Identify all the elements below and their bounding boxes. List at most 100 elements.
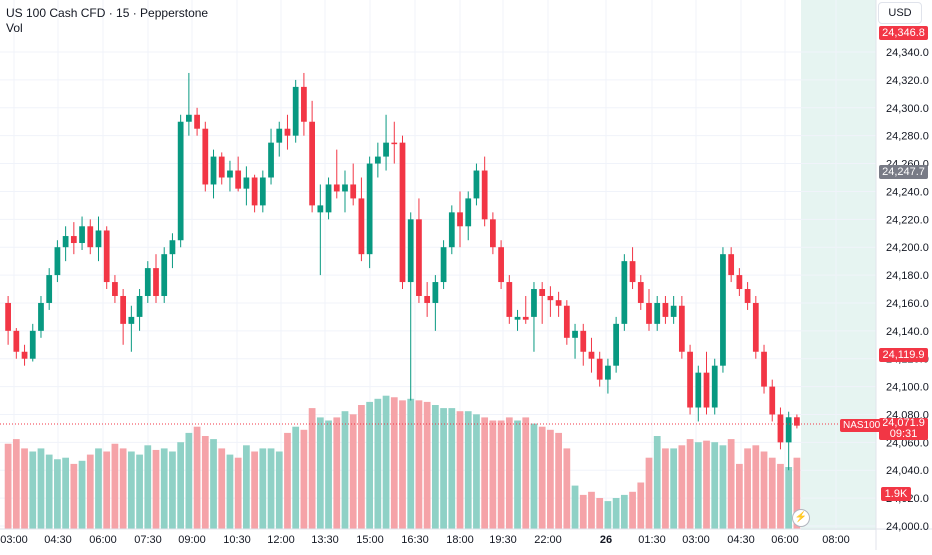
low-price-tag: 24,247.7 xyxy=(879,165,928,179)
candle-body xyxy=(506,282,513,317)
price-tick: 24,100.0 xyxy=(886,382,929,394)
candle-body xyxy=(678,305,685,352)
candle-body xyxy=(301,86,307,122)
price-tick: 24,180.0 xyxy=(886,270,929,282)
volume-bar xyxy=(399,400,406,529)
volume-bar xyxy=(119,448,127,529)
price-tick: 24,200.0 xyxy=(886,242,929,254)
volume-bar xyxy=(407,398,415,529)
legend: US 100 Cash CFD · 15 · Pepperstone Vol xyxy=(6,6,208,35)
volume-bar xyxy=(538,426,546,529)
candle-body xyxy=(144,268,151,296)
candle-body xyxy=(399,142,406,283)
volume-bar xyxy=(744,448,751,529)
candle-body xyxy=(736,275,743,290)
candle-body xyxy=(794,417,800,426)
volume-bars xyxy=(4,395,801,529)
volume-bar xyxy=(12,439,20,529)
candle-body xyxy=(177,121,184,241)
volume-bar xyxy=(563,448,571,529)
volume-bar xyxy=(530,423,538,529)
candle-body xyxy=(29,330,36,359)
time-tick: 01:30 xyxy=(638,534,666,546)
time-tick: 22:00 xyxy=(534,534,562,546)
volume-bar xyxy=(37,448,45,529)
candle-body xyxy=(654,302,661,324)
candles xyxy=(5,72,800,471)
price-axis-labels[interactable]: 24,340.024,320.024,300.024,280.024,260.0… xyxy=(886,47,929,533)
volume-bar xyxy=(275,451,283,529)
candle-body xyxy=(5,302,11,331)
volume-bar xyxy=(95,448,102,529)
candle-body xyxy=(342,184,348,192)
candle-body xyxy=(432,282,439,303)
volume-bar xyxy=(703,440,710,529)
volume-bar xyxy=(201,436,209,529)
volume-bar xyxy=(292,426,300,529)
volume-bar xyxy=(62,457,69,529)
volume-bar xyxy=(300,429,308,529)
volume-bar xyxy=(547,429,554,529)
lightning-icon[interactable]: ⚡ xyxy=(792,509,810,527)
volume-bar xyxy=(70,463,78,529)
candle-body xyxy=(752,302,759,352)
candle-body xyxy=(563,305,570,338)
time-tick: 06:00 xyxy=(771,534,799,546)
candle-body xyxy=(777,414,784,443)
volume-bar xyxy=(169,451,176,529)
volume-bar xyxy=(448,408,456,529)
volume-bar xyxy=(440,408,447,529)
candle-body xyxy=(448,212,455,248)
time-tick: 04:30 xyxy=(44,534,72,546)
candle-body xyxy=(128,316,135,324)
candle-body xyxy=(358,198,365,255)
candle-body xyxy=(457,212,463,227)
time-tick: 26 xyxy=(600,534,612,546)
candle-body xyxy=(210,156,217,185)
volume-label[interactable]: Vol xyxy=(6,21,23,35)
volume-bar xyxy=(144,445,152,529)
volume-bar xyxy=(374,398,382,529)
volume-bar xyxy=(752,445,760,529)
currency-button[interactable]: USD xyxy=(878,2,922,24)
volume-bar xyxy=(325,420,332,529)
time-axis-labels[interactable]: 03:00 04:30 06:00 07:30 09:00 10:30 12:00 13:30… xyxy=(0,534,850,546)
candle-body xyxy=(309,121,315,206)
candle-body xyxy=(366,163,373,255)
candle-body xyxy=(391,142,398,145)
candle-body xyxy=(374,156,381,164)
candle-body xyxy=(572,330,578,338)
symbol-tag: NAS100 xyxy=(840,419,884,432)
volume-bar xyxy=(349,414,357,529)
candle-body xyxy=(70,236,77,244)
volume-bar xyxy=(505,417,513,529)
candle-body xyxy=(481,170,488,220)
volume-bar xyxy=(464,411,472,529)
volume-bar xyxy=(678,445,686,529)
candle-body xyxy=(687,351,693,408)
volume-bar xyxy=(423,401,431,529)
candle-body xyxy=(621,261,628,324)
candle-body xyxy=(317,205,324,213)
time-tick: 16:30 xyxy=(401,534,429,546)
volume-bar xyxy=(497,420,505,529)
candle-body xyxy=(498,247,504,283)
volume-bar xyxy=(489,420,497,529)
volume-bar xyxy=(694,442,702,529)
candle-body xyxy=(46,275,53,303)
candle-body xyxy=(646,302,652,324)
volume-bar xyxy=(316,417,324,529)
price-tick: 24,280.0 xyxy=(886,131,929,143)
symbol-title[interactable]: US 100 Cash CFD · 15 · Pepperstone xyxy=(6,6,209,20)
candle-body xyxy=(38,302,44,331)
time-tick: 13:30 xyxy=(311,534,339,546)
candle-body xyxy=(276,128,283,143)
volume-bar xyxy=(456,411,464,529)
volume-bar xyxy=(514,420,521,529)
volume-bar xyxy=(4,443,12,529)
volume-bar xyxy=(653,436,661,529)
volume-bar xyxy=(768,457,776,529)
candle-body xyxy=(62,236,69,248)
